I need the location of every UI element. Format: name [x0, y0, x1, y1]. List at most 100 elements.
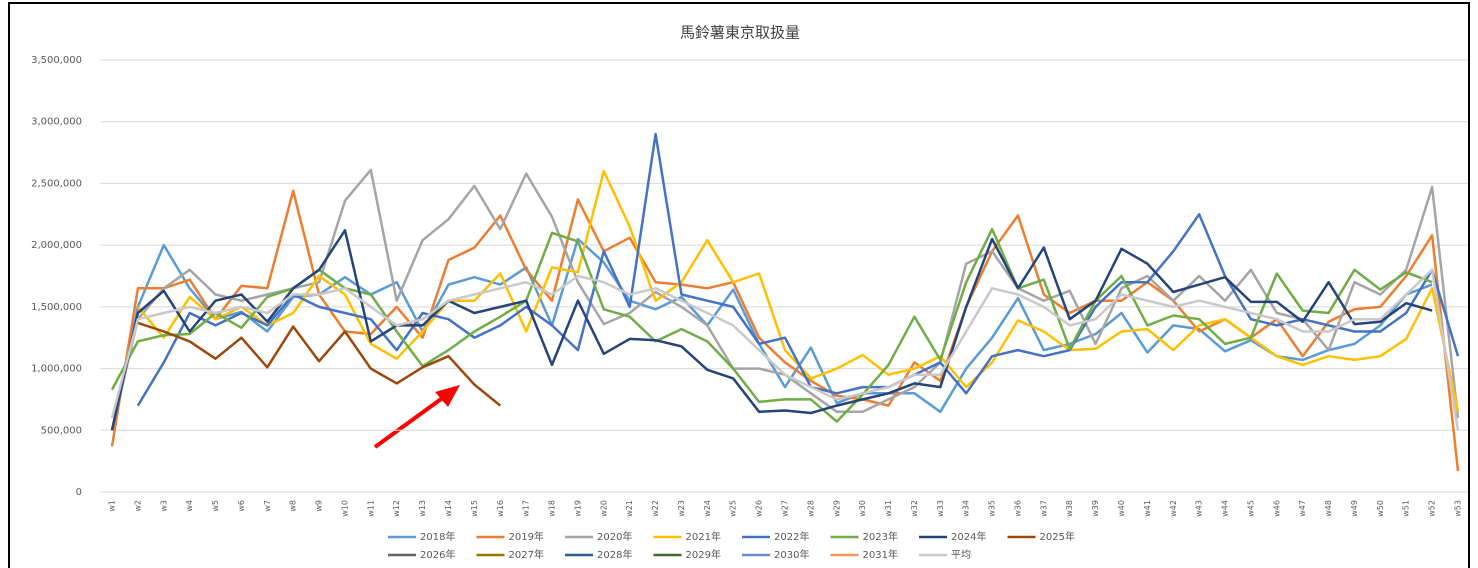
x-tick-label: w46 [1272, 500, 1281, 517]
x-tick-label: w29 [832, 500, 841, 517]
x-tick-label: w12 [392, 500, 401, 517]
x-tick-label: w18 [548, 500, 557, 517]
x-tick-label: w43 [1195, 500, 1204, 517]
x-tick-label: w53 [1454, 500, 1463, 517]
legend-label: 2021年 [686, 530, 721, 543]
x-tick-label: w1 [108, 500, 117, 512]
legend-label: 平均 [951, 549, 971, 561]
legend-label: 2022年 [774, 530, 809, 543]
series-line [110, 227, 1433, 423]
x-tick-label: w8 [289, 500, 298, 512]
legend-item: 2031年 [830, 548, 898, 561]
legend-label: 2029年 [686, 548, 721, 561]
x-tick-label: w28 [806, 500, 815, 517]
annotation-arrow [373, 385, 460, 449]
legend-label: 2019年 [509, 530, 544, 543]
x-tick-label: w31 [884, 500, 893, 517]
x-tick-label: w20 [599, 500, 608, 517]
legend-label: 2023年 [863, 530, 898, 543]
x-tick-label: w34 [962, 500, 971, 517]
legend-item: 2022年 [742, 530, 809, 543]
x-tick-label: w11 [366, 500, 375, 517]
x-tick-label: w24 [703, 500, 712, 517]
x-tick-label: w22 [651, 500, 660, 517]
x-tick-label: w39 [1091, 500, 1100, 517]
legend-item: 2019年 [476, 530, 544, 543]
x-tick-label: w44 [1221, 500, 1230, 517]
legend-label: 2027年 [509, 548, 544, 561]
legend-item: 2023年 [830, 530, 898, 543]
legend-label: 2024年 [951, 530, 986, 543]
y-tick-label: 3,500,000 [31, 55, 82, 66]
legend-label: 2028年 [597, 548, 632, 561]
y-tick-label: 1,000,000 [31, 364, 82, 375]
legend-item: 2029年 [653, 548, 721, 561]
legend-item: 2026年 [388, 548, 455, 561]
frame [8, 2, 1470, 568]
x-tick-label: w7 [263, 500, 272, 512]
x-tick-label: w5 [211, 500, 220, 512]
chart-title: 馬鈴薯東京取扱量 [680, 24, 800, 42]
legend-label: 2020年 [597, 530, 632, 543]
x-tick-label: w9 [315, 500, 324, 512]
x-tick-label: w16 [496, 500, 505, 517]
x-tick-label: w10 [340, 500, 349, 517]
legend-item: 2027年 [476, 548, 544, 561]
y-tick-label: 1,500,000 [31, 302, 82, 313]
legend-label: 2030年 [774, 548, 809, 561]
legend-item: 2021年 [653, 530, 721, 543]
legend-label: 2031年 [863, 548, 898, 561]
x-tick-label: w17 [522, 500, 531, 517]
series-line [137, 321, 502, 407]
y-tick-label: 2,000,000 [31, 240, 82, 251]
x-tick-label: w13 [418, 500, 427, 517]
x-tick-label: w30 [858, 500, 867, 517]
x-tick-label: w50 [1376, 500, 1385, 517]
x-tick-label: w33 [936, 500, 945, 517]
x-tick-label: w48 [1324, 500, 1333, 517]
series-line [110, 268, 1460, 431]
y-tick-label: 500,000 [41, 425, 82, 436]
x-tick-label: w36 [1013, 500, 1022, 517]
x-tick-label: w19 [573, 500, 582, 517]
legend-item: 2028年 [565, 548, 632, 561]
series-line [136, 132, 1460, 407]
x-tick-label: w35 [988, 500, 997, 517]
x-tick-label: w6 [237, 500, 246, 512]
x-tick-label: w4 [185, 500, 194, 512]
y-tick-label: 3,000,000 [31, 117, 82, 128]
x-tick-label: w21 [625, 500, 634, 517]
legend-item: 平均 [919, 549, 971, 561]
legend-label: 2018年 [420, 530, 455, 543]
x-tick-label: w2 [133, 500, 142, 512]
x-tick-label: w41 [1143, 500, 1152, 517]
y-tick-label: 2,500,000 [31, 178, 82, 189]
legend-item: 2025年 [1007, 530, 1075, 543]
x-tick-label: w40 [1117, 500, 1126, 517]
legend-item: 2024年 [919, 530, 986, 543]
x-tick-label: w51 [1402, 500, 1411, 517]
x-tick-label: w32 [910, 500, 919, 517]
x-tick-label: w25 [729, 500, 738, 517]
x-tick-label: w38 [1065, 500, 1074, 517]
legend-label: 2026年 [420, 548, 455, 561]
x-tick-label: w52 [1428, 500, 1437, 517]
x-tick-label: w27 [781, 500, 790, 517]
legend-label: 2025年 [1040, 530, 1075, 543]
x-tick-label: w37 [1039, 500, 1048, 517]
y-tick-label: 0 [76, 487, 82, 498]
legend-item: 2030年 [742, 548, 809, 561]
x-tick-label: w45 [1246, 500, 1255, 517]
x-tick-label: w49 [1350, 500, 1359, 517]
legend-item: 2018年 [388, 530, 455, 543]
x-tick-label: w26 [755, 500, 764, 517]
x-tick-label: w14 [444, 500, 453, 517]
x-tick-label: w3 [159, 500, 168, 512]
series-line [110, 229, 1433, 431]
x-tick-label: w42 [1169, 500, 1178, 517]
x-tick-label: w15 [470, 500, 479, 517]
x-tick-label: w23 [677, 500, 686, 517]
x-tick-label: w47 [1298, 500, 1307, 517]
legend-item: 2020年 [565, 530, 632, 543]
